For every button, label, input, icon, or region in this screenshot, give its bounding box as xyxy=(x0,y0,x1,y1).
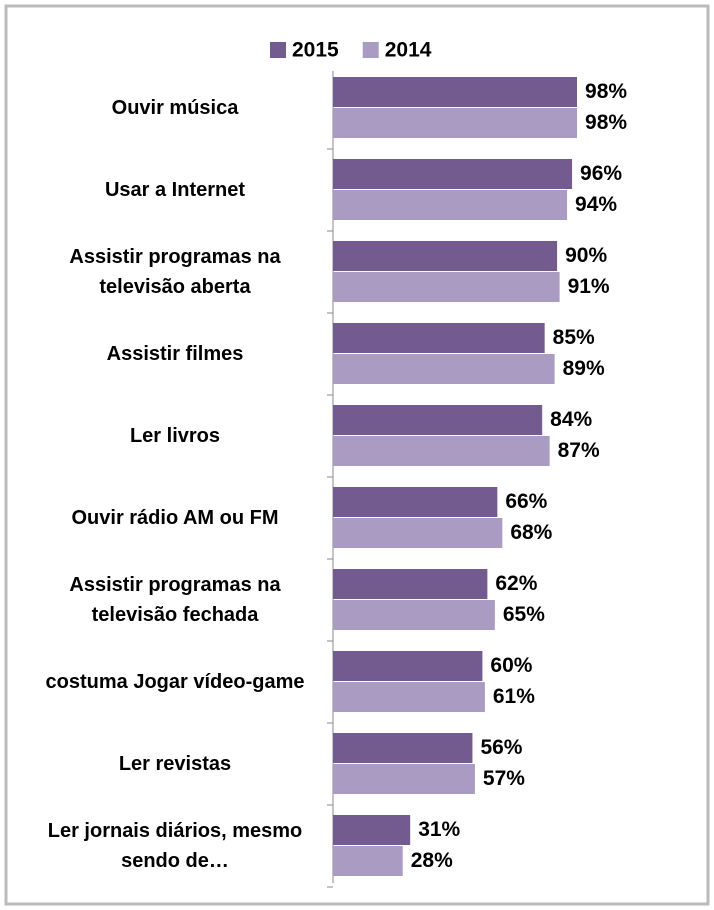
value-label: 96% xyxy=(580,162,622,185)
value-label: 94% xyxy=(575,193,617,216)
bar xyxy=(333,846,403,876)
value-label: 61% xyxy=(493,685,535,708)
category-label: Assistir programas na televisão aberta xyxy=(69,246,281,298)
value-label: 98% xyxy=(585,111,627,134)
bar xyxy=(333,323,545,353)
legend-swatch xyxy=(270,42,286,58)
bar xyxy=(333,733,473,763)
value-label: 87% xyxy=(558,439,600,462)
value-label: 60% xyxy=(490,654,532,677)
value-label: 62% xyxy=(495,572,537,595)
bar xyxy=(333,815,411,845)
value-label: 28% xyxy=(411,849,453,872)
bar xyxy=(333,651,483,681)
value-label: 57% xyxy=(483,767,525,790)
bar xyxy=(333,77,578,107)
bar xyxy=(333,159,573,189)
category-label: Ler livros xyxy=(129,425,221,447)
bar xyxy=(333,108,578,138)
bar xyxy=(333,272,560,302)
category-label: Ouvir rádio AM ou FM xyxy=(71,507,279,529)
bar xyxy=(333,241,558,271)
bar xyxy=(333,600,495,630)
value-label: 91% xyxy=(568,275,610,298)
value-label: 65% xyxy=(503,603,545,626)
category-label: Ouvir música xyxy=(111,97,239,119)
bar xyxy=(333,354,555,384)
bar xyxy=(333,682,485,712)
category-label: costuma Jogar vídeo-game xyxy=(45,671,305,693)
category-label: Assistir filmes xyxy=(106,343,244,365)
bar xyxy=(333,764,475,794)
bar xyxy=(333,518,503,548)
bar xyxy=(333,190,568,220)
category-label: Ler revistas xyxy=(118,753,232,775)
frame xyxy=(4,4,710,906)
value-label: 90% xyxy=(565,244,607,267)
bar xyxy=(333,487,498,517)
value-label: 68% xyxy=(510,521,552,544)
legend-label: 2014 xyxy=(385,39,432,62)
value-label: 98% xyxy=(585,80,627,103)
category-label: Usar a Internet xyxy=(104,179,246,201)
category-label: Ler jornais diários, mesmo sendo de… xyxy=(47,820,303,872)
value-label: 66% xyxy=(505,490,547,513)
value-label: 31% xyxy=(418,818,460,841)
bar xyxy=(333,436,550,466)
legend-swatch xyxy=(362,42,379,58)
value-label: 85% xyxy=(553,326,595,349)
legend-label: 2015 xyxy=(292,39,339,62)
value-label: 89% xyxy=(563,357,605,380)
category-label: Assistir programas na televisão fechada xyxy=(69,574,281,626)
value-label: 84% xyxy=(550,408,592,431)
bar xyxy=(333,569,488,599)
value-label: 56% xyxy=(480,736,522,759)
bar xyxy=(333,405,543,435)
